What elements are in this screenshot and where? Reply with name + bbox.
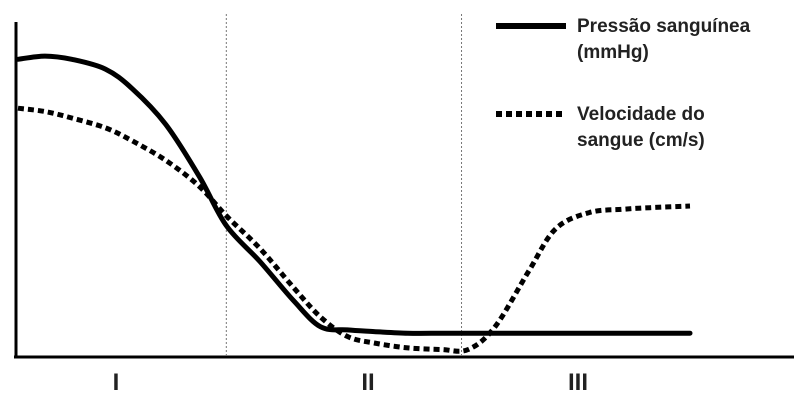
region-label-1: I	[113, 369, 120, 396]
pressure-series-line	[15, 53, 693, 336]
region-label-2: II	[361, 369, 374, 396]
legend-label-1-line1: Pressão sanguínea	[577, 16, 751, 37]
legend-label-1-line2: (mmHg)	[577, 42, 649, 63]
region-label-3: III	[568, 369, 588, 396]
legend-label-2-line1: Velocidade do	[577, 104, 705, 125]
legend-label-2-line2: sangue (cm/s)	[577, 130, 705, 151]
velocity-series-line	[17, 105, 691, 354]
